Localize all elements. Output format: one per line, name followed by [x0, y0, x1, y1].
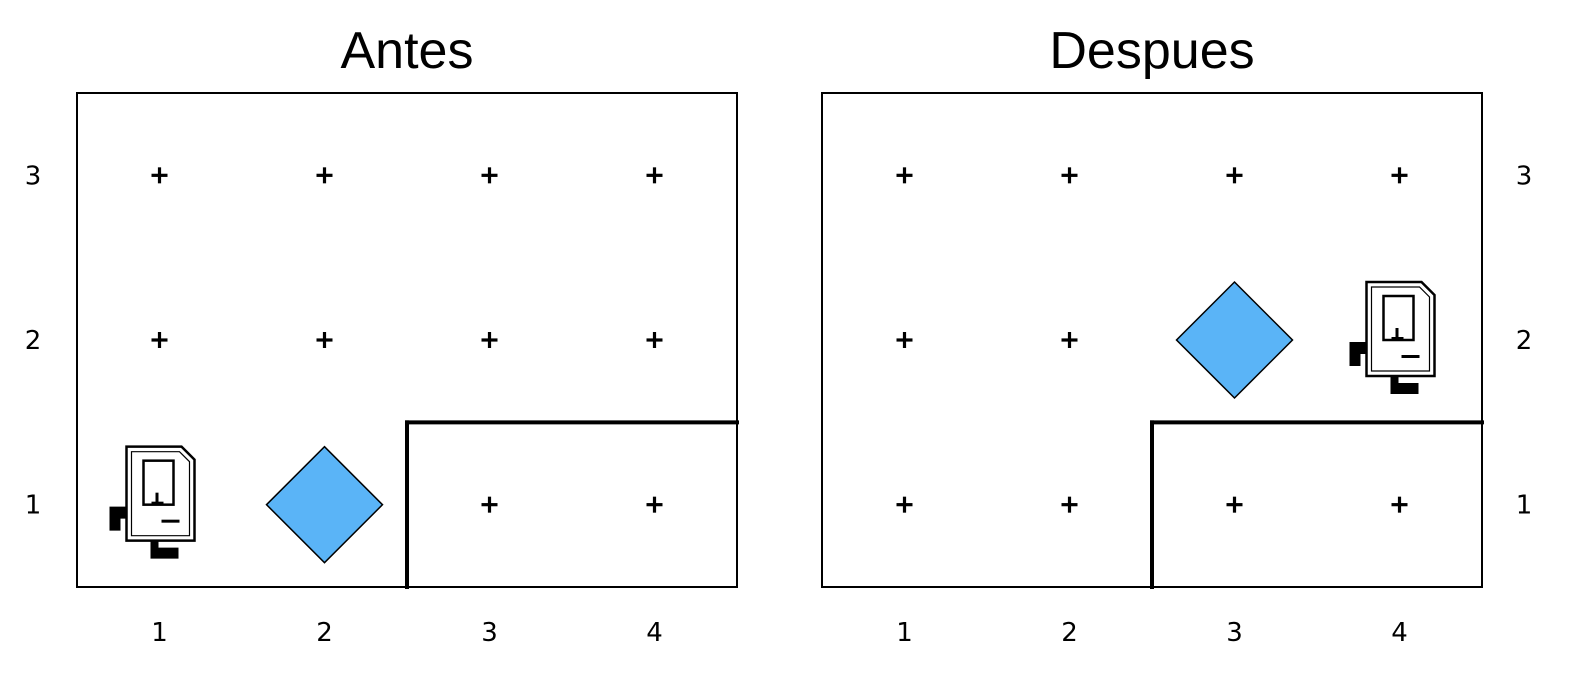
robot-arm [109, 506, 127, 531]
robot-computer-icon [1349, 280, 1436, 394]
panel-despues: Despues 1 2 3 4 3 2 1 [821, 22, 1533, 648]
panel-title: Despues [1049, 22, 1254, 80]
robot-slot [1401, 355, 1420, 358]
robot-foot [150, 540, 179, 559]
plus-marker [151, 167, 168, 184]
y-tick-label: 3 [1516, 161, 1533, 191]
plus-marker [1226, 167, 1243, 184]
plus-marker [1391, 167, 1408, 184]
y-tick-label: 1 [25, 491, 42, 521]
plus-marker [481, 332, 498, 348]
panel-title: Antes [341, 22, 474, 80]
plus-marker [316, 167, 333, 184]
y-tick-label: 2 [25, 326, 42, 356]
plus-marker [316, 332, 333, 348]
robot-slot [161, 519, 180, 523]
plus-marker [896, 496, 913, 513]
diamond-icon [265, 445, 384, 564]
panel-antes: Antes 1 2 3 4 3 2 1 [25, 22, 739, 648]
plus-marker [481, 167, 498, 184]
plus-marker [646, 332, 663, 348]
plus-marker [1061, 496, 1078, 513]
robot-body-edge [1370, 286, 1431, 372]
x-tick-label: 4 [646, 618, 663, 648]
robot-screen-cursor [1395, 328, 1399, 338]
x-tick-label: 1 [151, 618, 168, 648]
plus-marker [896, 332, 913, 348]
plus-marker [646, 167, 663, 184]
robot-screen-base [151, 501, 164, 505]
plus-marker [1391, 496, 1408, 513]
plus-marker [646, 496, 663, 513]
diamond-icon [1175, 280, 1294, 400]
x-tick-label: 2 [1061, 618, 1078, 648]
x-tick-label: 1 [896, 618, 913, 648]
plus-marker [1226, 496, 1243, 513]
plus-marker [151, 332, 168, 348]
y-tick-label: 1 [1516, 491, 1533, 521]
plus-marker [1061, 332, 1078, 348]
y-tick-label: 3 [25, 161, 42, 191]
x-tick-label: 2 [316, 618, 333, 648]
plus-marker [1061, 167, 1078, 184]
robot-arm [1349, 342, 1367, 366]
plus-marker [481, 496, 498, 513]
robot-screen-cursor [155, 492, 159, 503]
robot-foot [1390, 376, 1419, 394]
x-tick-label: 3 [1226, 618, 1243, 648]
y-tick-label: 2 [1516, 326, 1533, 356]
robot-body-edge [130, 451, 191, 537]
plus-marker [896, 167, 913, 184]
robot-computer-icon [109, 445, 196, 559]
x-tick-label: 4 [1391, 618, 1408, 648]
x-tick-label: 3 [481, 618, 498, 648]
robot-screen-base [1391, 337, 1404, 340]
